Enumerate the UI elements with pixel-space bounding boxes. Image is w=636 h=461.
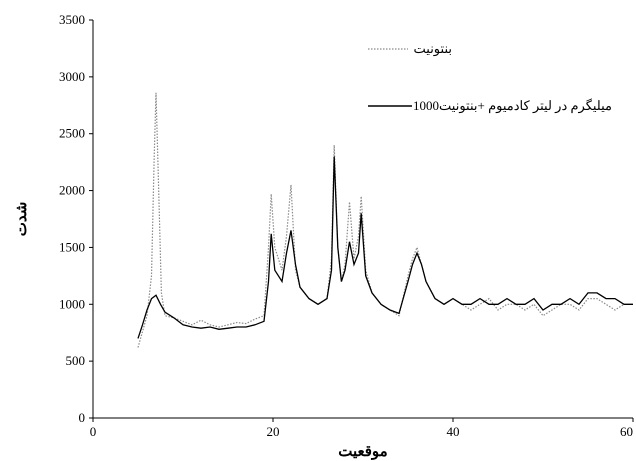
x-tick-label: 20: [267, 424, 280, 439]
y-tick-label: 3500: [59, 12, 85, 27]
y-tick-label: 3000: [59, 69, 85, 84]
y-axis-title: شدت: [14, 202, 30, 237]
legend: بنتونیت 1000میلیگرم در لیتر کادمیوم +بنتو…: [368, 41, 612, 114]
y-tick-label: 500: [66, 353, 86, 368]
series-line-cadmium-bentonite: [137, 156, 633, 339]
legend-label: بنتونیت: [414, 41, 453, 57]
x-tick-label: 60: [620, 424, 633, 439]
series-group: [137, 92, 633, 348]
y-tick-label: 2000: [59, 183, 85, 198]
y-tick-label: 2500: [59, 126, 85, 141]
legend-label: 1000میلیگرم در لیتر کادمیوم +بنتونیت: [413, 98, 612, 114]
x-tick-label: 40: [447, 424, 460, 439]
y-tick-label: 1000: [59, 296, 85, 311]
x-tick-label: 0: [90, 424, 97, 439]
series-line-bentonite: [137, 92, 633, 348]
plot-area: 0 20 40 60 0 500 1000 1500 2000 2500 3000 3500: [59, 12, 634, 439]
y-ticks: 0 500 1000 1500 2000 2500 3000 3500: [59, 12, 93, 425]
x-axis-title: موقعیت: [338, 444, 387, 460]
y-tick-label: 0: [79, 410, 86, 425]
y-tick-label: 1500: [59, 239, 85, 254]
x-ticks: 0 20 40 60: [90, 418, 634, 439]
